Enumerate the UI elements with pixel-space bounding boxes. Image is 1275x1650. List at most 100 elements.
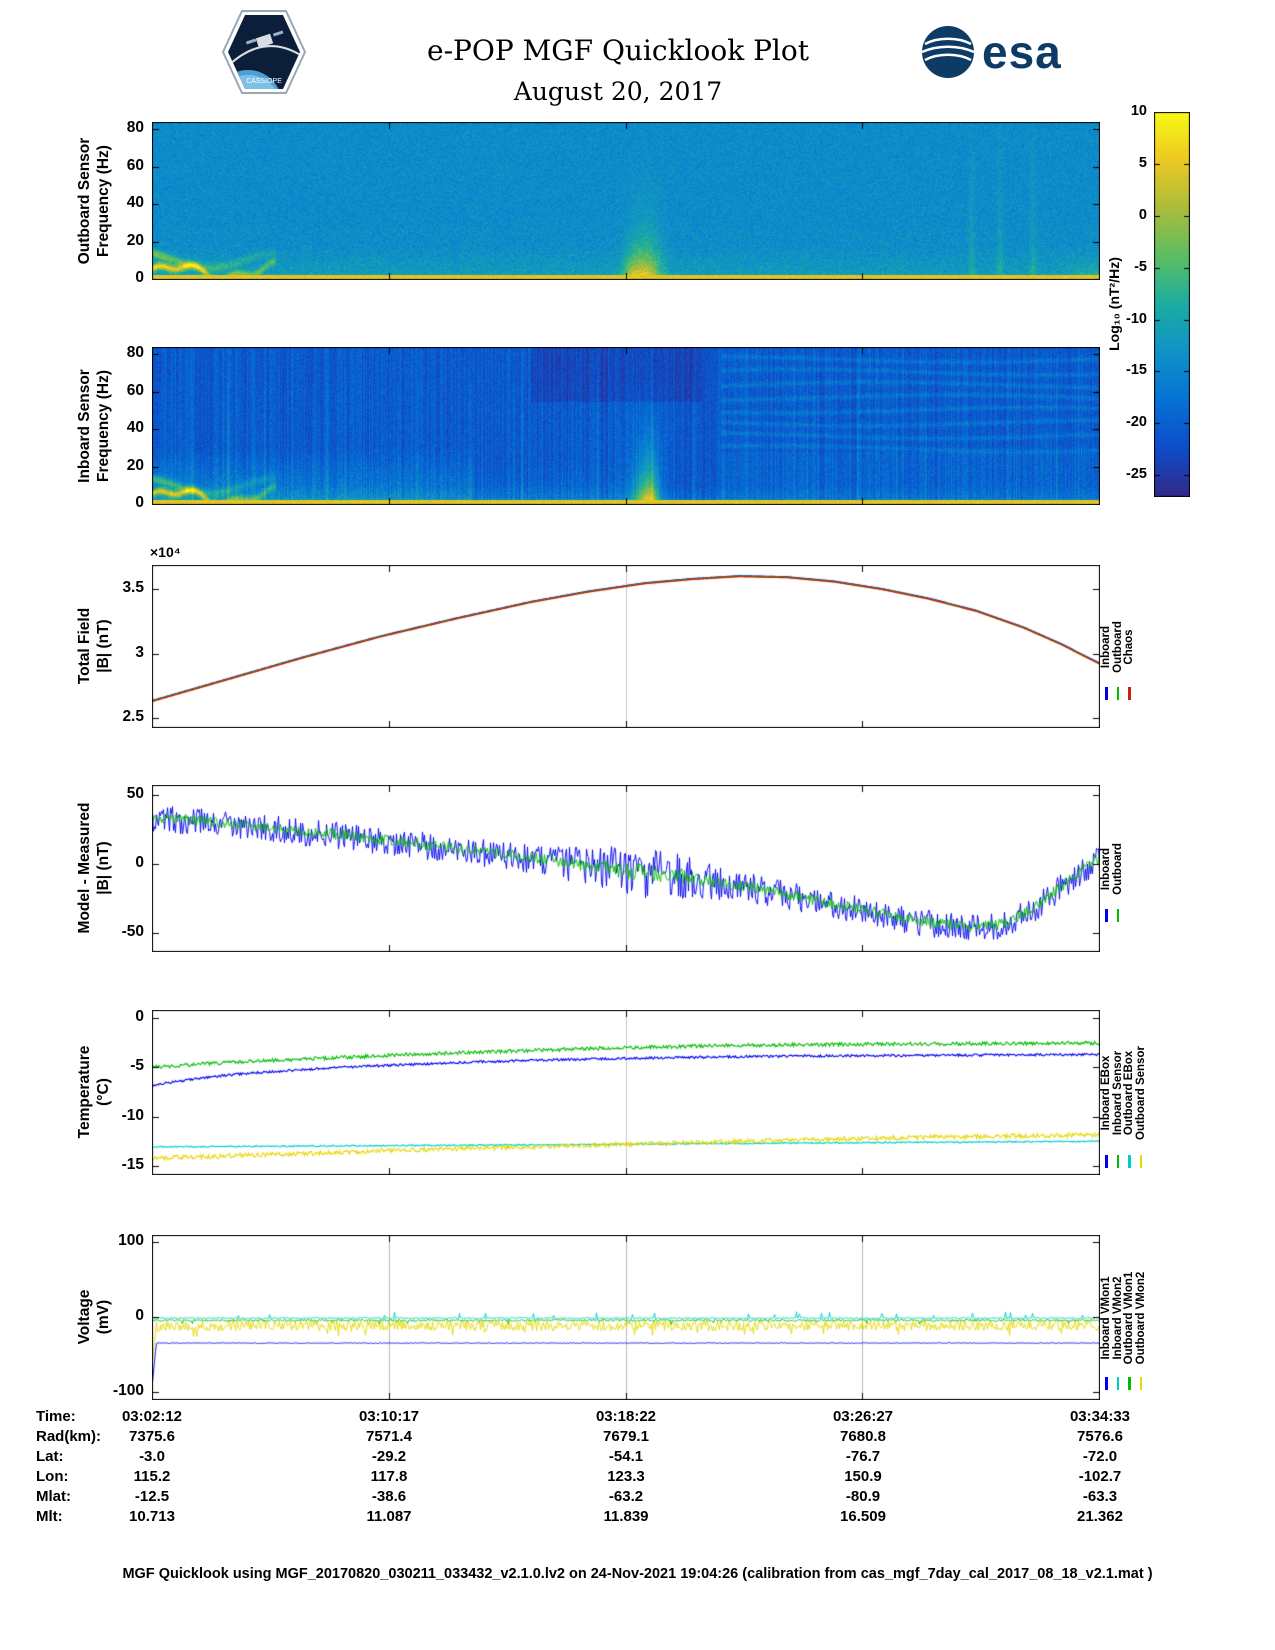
legend-color-mark: [1105, 1376, 1108, 1390]
colorbar: [1154, 112, 1190, 497]
legend-color-mark: [1139, 1155, 1142, 1168]
inboard-spectrogram-canvas: [152, 347, 1100, 505]
table-cell: 7375.6: [129, 1428, 175, 1445]
y-tick-label: -100: [112, 1381, 144, 1399]
y-tick-label: 40: [126, 194, 144, 212]
table-cell: 03:34:33: [1069, 1408, 1131, 1425]
legend-label: Inboard Sensor: [1111, 1050, 1124, 1135]
legend-color-mark: [1105, 1155, 1108, 1168]
outboard-spectrogram-canvas: [152, 122, 1100, 280]
colorbar-tick-label: -15: [1126, 362, 1147, 379]
y-tick-label: 0: [135, 494, 144, 511]
y-exponent-label: ×10⁴: [150, 544, 181, 560]
table-row-label: Lat:: [36, 1448, 64, 1465]
table-row-label: Lon:: [36, 1468, 69, 1485]
mission-orbit-swoosh: [228, 45, 300, 67]
y-tick-label: 100: [118, 1232, 144, 1250]
legend-label: Inboard VMon2: [1111, 1275, 1124, 1360]
y-tick-label: 0: [135, 1307, 144, 1324]
table-row-label: Rad(km):: [36, 1428, 102, 1445]
mission-logo-text: CASSIOPE: [246, 78, 282, 85]
y-tick-label: 60: [126, 156, 144, 174]
y-tick-label: 80: [126, 119, 144, 137]
footer-text: MGF Quicklook using MGF_20170820_030211_…: [122, 1566, 1153, 1582]
table-cell: 03:18:22: [595, 1408, 657, 1425]
table-row-label: Time:: [36, 1408, 76, 1425]
legend-label: Inboard: [1100, 625, 1112, 668]
table-cell: -54.1: [608, 1448, 644, 1465]
legend-label: Outboard EBox: [1123, 1050, 1135, 1135]
y-tick-label: 3: [135, 643, 144, 661]
y-tick-label: -50: [121, 923, 144, 941]
y-tick-label: 50: [126, 784, 144, 802]
y-tick-label: -15: [121, 1156, 144, 1174]
y-tick-label: 20: [126, 456, 144, 474]
legend-color-mark: [1128, 1376, 1131, 1390]
legend-color-mark: [1128, 1155, 1131, 1168]
colorbar-tick-label: -25: [1126, 466, 1147, 483]
y-tick-label: 80: [126, 344, 144, 362]
table-row-label: Mlt:: [36, 1508, 63, 1525]
y-tick-label: 0: [135, 269, 144, 286]
legend-label: Outboard: [1111, 842, 1124, 895]
table-cell: -80.9: [845, 1488, 881, 1505]
legend-label: Outboard VMon2: [1134, 1271, 1147, 1364]
table-cell: 03:10:17: [358, 1408, 420, 1425]
table-cell: -29.2: [371, 1448, 407, 1465]
legend-label: Inboard: [1100, 847, 1112, 890]
table-cell: 150.9: [844, 1468, 882, 1485]
table-cell: 10.713: [129, 1508, 175, 1525]
colorbar-tick-label: -5: [1134, 258, 1147, 275]
title-block: e-POP MGF Quicklook Plot August 20, 2017: [318, 34, 918, 106]
colorbar-tick-label: -20: [1126, 414, 1147, 431]
model-minus-measured-canvas: [152, 785, 1100, 952]
legend-label: Outboard: [1111, 620, 1124, 673]
y-tick-label: -5: [130, 1057, 144, 1075]
table-cell: 7679.1: [603, 1428, 649, 1445]
table-cell: 7680.8: [840, 1428, 886, 1445]
legend-color-mark: [1116, 1155, 1119, 1168]
y-tick-label: 40: [126, 419, 144, 437]
y-tick-label: 0: [135, 1007, 144, 1025]
mission-satellite-panel-left: [245, 38, 257, 45]
legend-color-mark: [1105, 909, 1108, 923]
table-cell: 123.3: [607, 1468, 645, 1485]
table-cell: 21.362: [1077, 1508, 1123, 1525]
legend-label: Inboard VMon1: [1100, 1275, 1112, 1360]
esa-wordmark: esa: [982, 26, 1062, 78]
table-cell: 16.509: [840, 1508, 886, 1525]
table-cell: 03:02:12: [121, 1408, 183, 1425]
legend-color-mark: [1116, 687, 1119, 701]
table-cell: -102.7: [1078, 1468, 1122, 1485]
colorbar-tick-label: 0: [1138, 206, 1147, 223]
table-row-label: Mlat:: [36, 1488, 71, 1505]
y-tick-label: 2.5: [122, 708, 144, 725]
y-tick-label: -10: [121, 1106, 144, 1124]
colorbar-tick-label: 10: [1130, 103, 1147, 119]
table-cell: 117.8: [370, 1468, 408, 1485]
y-tick-label: 60: [126, 381, 144, 399]
table-cell: 11.839: [603, 1508, 649, 1525]
y-tick-label: 20: [126, 231, 144, 249]
table-cell: -63.3: [1082, 1488, 1118, 1505]
mission-satellite-icon: [255, 33, 274, 48]
legend-color-mark: [1116, 1376, 1119, 1390]
legend-color-mark: [1139, 1376, 1142, 1390]
table-cell: -76.7: [845, 1448, 881, 1465]
mission-satellite-panel-right: [272, 30, 284, 37]
esa-logo: esa: [920, 24, 1062, 80]
colorbar-tick-label: 5: [1138, 154, 1147, 171]
table-cell: -72.0: [1082, 1448, 1118, 1465]
table-cell: 11.087: [366, 1508, 412, 1525]
legend-color-mark: [1128, 687, 1131, 701]
legend-label: Inboard EBox: [1100, 1055, 1112, 1130]
plot-title: e-POP MGF Quicklook Plot: [427, 34, 809, 67]
voltage-canvas: [152, 1235, 1100, 1400]
plot-date: August 20, 2017: [513, 77, 723, 106]
cassiope-mission-logo: CASSIOPE: [221, 10, 307, 94]
esa-emblem-icon: [921, 26, 975, 78]
temperature-canvas: [152, 1010, 1100, 1175]
table-cell: 7571.4: [366, 1428, 412, 1445]
